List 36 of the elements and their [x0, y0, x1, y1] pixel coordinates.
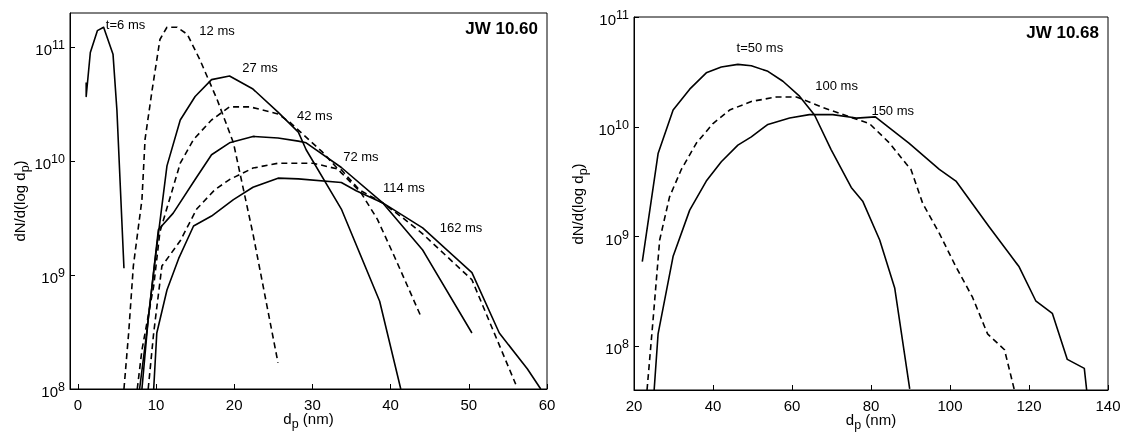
x-tick-label: 60	[538, 396, 556, 413]
x-axis-title: d$_{p}$ (nm)	[283, 410, 334, 431]
x-tick-label: 140	[1095, 397, 1121, 414]
annotation: 72 ms	[343, 148, 380, 164]
x-tick-label: 100	[937, 397, 963, 414]
y-tick-label: 10$^{10}$	[34, 152, 65, 173]
annotation: 12 ms	[199, 23, 236, 39]
x-tick-label: 20	[225, 396, 243, 413]
annotation: 100 ms	[815, 77, 859, 93]
x-tick-label: 20	[625, 397, 643, 414]
annotation: 114 ms	[383, 179, 426, 195]
x-tick-label: 60	[783, 397, 801, 414]
y-tick-label: 10$^{8}$	[605, 337, 629, 358]
x-tick-label: 50	[460, 396, 478, 413]
x-tick-label: 120	[1016, 397, 1042, 414]
y-tick-label: 10$^{10}$	[598, 117, 629, 138]
annotation: 150 ms	[871, 103, 915, 119]
y-tick-label: 10$^{8}$	[41, 379, 65, 400]
x-tick-label: 10	[147, 396, 165, 413]
x-tick-label: 80	[862, 397, 880, 414]
y-tick-label: 10$^{9}$	[605, 227, 629, 248]
x-tick-label: 0	[73, 396, 82, 413]
annotation: 42 ms	[297, 108, 333, 124]
chart-title: JW 10.68	[1026, 23, 1099, 42]
y-tick-label: 10$^{11}$	[35, 38, 65, 59]
x-tick-label: 30	[304, 396, 321, 413]
x-axis-title: d$_{p}$ (nm)	[845, 411, 897, 432]
x-tick-label: 40	[382, 396, 399, 413]
annotation: 27 ms	[242, 60, 279, 76]
annotation: t=6 ms	[105, 16, 146, 32]
chart-title: JW 10.60	[465, 19, 538, 38]
series-label: t=50 ms	[736, 40, 784, 56]
annotation: 162 ms	[439, 220, 483, 236]
x-tick-label: 40	[704, 397, 722, 414]
y-tick-label: 10$^{11}$	[599, 7, 629, 28]
y-tick-label: 10$^{9}$	[41, 265, 65, 286]
